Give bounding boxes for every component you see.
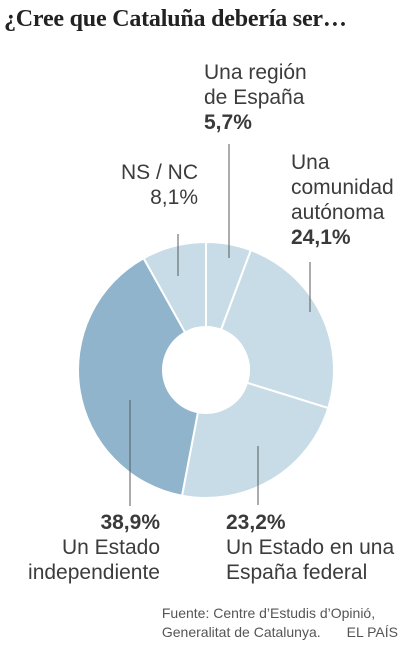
label-nsnc-line1: NS / NC [120,161,198,184]
chart-title: ¿Cree que Cataluña debería ser… [4,6,347,32]
slice-ns-nc [142,240,207,334]
label-nsnc-pct: 8,1% [150,186,198,209]
slice-un-estado-en-una-espa-a-federal [180,381,330,499]
label-autonoma: Una comunidad autónoma 24,1% [291,150,394,250]
label-independiente-line1: Un Estado [61,536,160,559]
label-autonoma-line1: Una [291,151,330,174]
label-autonoma-line3: autónoma [291,201,385,224]
label-federal-line1: Un Estado en una [226,536,395,559]
slice-una-comunidad-aut-noma [219,248,335,410]
label-autonoma-pct: 24,1% [291,226,351,249]
label-region-line2: de España [204,86,305,109]
label-federal-line2: España federal [226,561,368,584]
label-federal: 23,2% Un Estado en una España federal [226,510,394,585]
label-independiente-line2: independiente [28,561,160,584]
label-federal-pct: 23,2% [226,511,286,534]
source-line1: Fuente: Centre d’Estudis d’Opinió, [161,605,376,621]
source-note: Fuente: Centre d’Estudis d’Opinió, Gener… [162,604,398,642]
label-region-line1: Una región [204,61,307,84]
label-independiente: 38,9% Un Estado independiente [0,510,160,585]
source-brand: EL PAÍS [346,624,398,640]
slice-un-estado-independiente [77,256,200,497]
label-nsnc: NS / NC 8,1% [108,160,198,210]
label-region: Una región de España 5,7% [204,60,307,135]
label-independiente-pct: 38,9% [100,511,160,534]
label-region-pct: 5,7% [204,111,252,134]
label-autonoma-line2: comunidad [291,176,394,199]
source-line2: Generalitat de Catalunya. [161,624,321,640]
